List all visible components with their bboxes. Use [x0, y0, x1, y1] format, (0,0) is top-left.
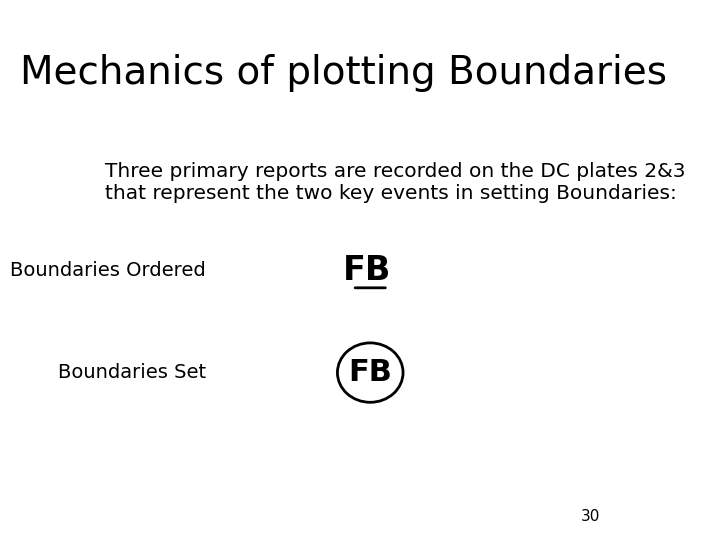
Text: 30: 30 — [580, 509, 600, 524]
Text: Boundaries Ordered: Boundaries Ordered — [10, 260, 206, 280]
Text: Mechanics of plotting Boundaries: Mechanics of plotting Boundaries — [20, 54, 667, 92]
Text: Three primary reports are recorded on the DC plates 2&3
that represent the two k: Three primary reports are recorded on th… — [104, 162, 685, 203]
Text: Boundaries Set: Boundaries Set — [58, 363, 206, 382]
Text: FB: FB — [343, 253, 392, 287]
Text: FB: FB — [348, 358, 392, 387]
